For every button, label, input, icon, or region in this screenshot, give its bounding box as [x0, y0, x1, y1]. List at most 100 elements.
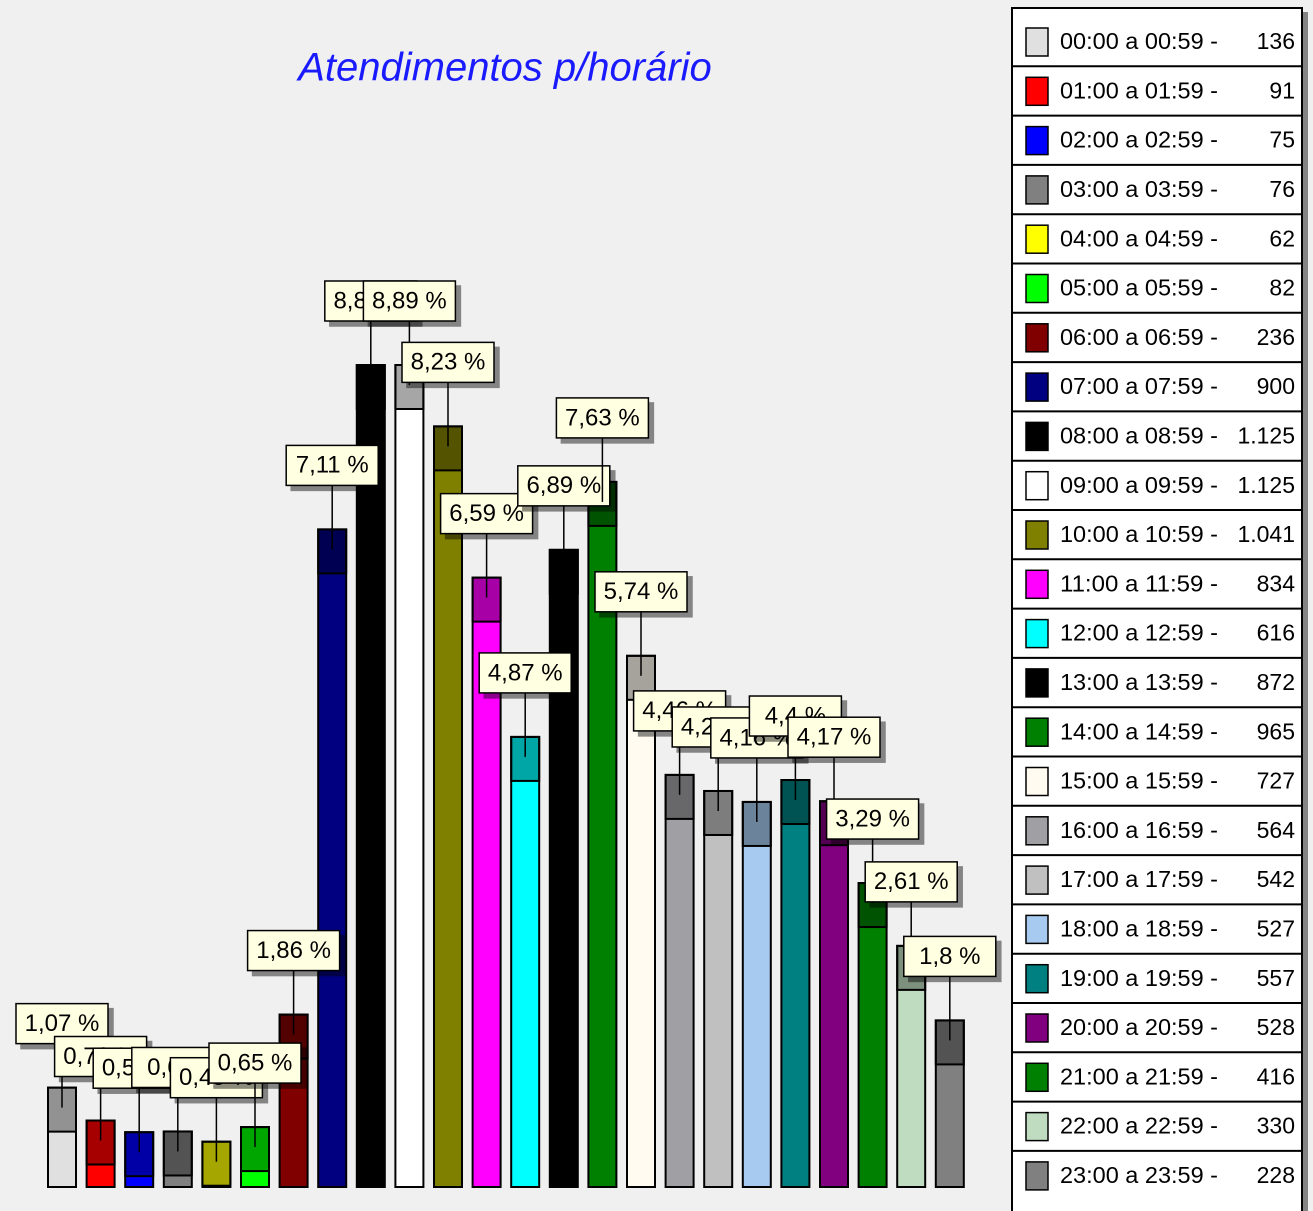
legend-label: 13:00 a 13:59 - — [1060, 669, 1218, 695]
legend-label: 19:00 a 19:59 - — [1060, 965, 1218, 991]
legend-value: 727 — [1257, 768, 1295, 794]
callout-box — [825, 798, 920, 840]
legend-swatch — [1025, 273, 1049, 304]
legend-label: 04:00 a 04:59 - — [1060, 225, 1218, 251]
callout-box — [787, 716, 881, 758]
legend-swatch — [1025, 766, 1049, 797]
legend-swatch — [1025, 914, 1049, 945]
legend-value: 1.041 — [1237, 521, 1295, 547]
legend-swatch — [1025, 1013, 1049, 1043]
bar — [510, 735, 541, 1189]
bar — [780, 779, 811, 1188]
callout-label: 3,29 % — [835, 805, 910, 832]
legend-label: 16:00 a 16:59 - — [1060, 817, 1218, 843]
legend-label: 15:00 a 15:59 - — [1060, 768, 1218, 794]
legend-swatch — [1025, 76, 1049, 107]
legend-value: 542 — [1257, 866, 1295, 892]
legend-value: 236 — [1257, 324, 1295, 350]
callout-box — [517, 465, 611, 507]
legend-label: 10:00 a 10:59 - — [1060, 521, 1218, 547]
legend-label: 11:00 a 11:59 - — [1060, 570, 1218, 596]
legend-swatch — [1025, 421, 1049, 452]
callout-box — [903, 935, 997, 978]
legend-label: 23:00 a 23:59 - — [1060, 1162, 1218, 1188]
legend-value: 834 — [1257, 570, 1296, 596]
callout-box — [208, 1042, 302, 1084]
legend-value: 872 — [1257, 669, 1295, 695]
legend-label: 02:00 a 02:59 - — [1060, 127, 1218, 153]
legend-label: 08:00 a 08:59 - — [1060, 422, 1218, 448]
bar — [317, 528, 348, 1188]
legend-swatch — [1025, 618, 1049, 649]
legend-swatch — [1025, 569, 1049, 600]
callout-label: 1,8 % — [919, 943, 980, 970]
callout-label: 6,89 % — [526, 472, 601, 499]
legend-value: 75 — [1269, 127, 1295, 153]
callout-box — [401, 341, 495, 384]
legend-value: 564 — [1257, 817, 1296, 843]
legend-swatch — [1025, 372, 1049, 402]
callout-box — [362, 280, 457, 322]
legend-label: 07:00 a 07:59 - — [1060, 373, 1218, 399]
callout-box — [555, 397, 650, 439]
callout-label: 1,86 % — [256, 937, 331, 964]
bar — [819, 800, 849, 1188]
bar — [626, 654, 656, 1188]
bar — [433, 425, 463, 1189]
bar — [703, 789, 734, 1188]
bar-cap — [703, 789, 734, 836]
legend-label: 12:00 a 12:59 - — [1060, 620, 1218, 646]
bar — [664, 773, 695, 1188]
legend-label: 18:00 a 18:59 - — [1060, 915, 1218, 941]
legend-swatch — [1025, 1062, 1049, 1093]
legend-label: 21:00 a 21:59 - — [1060, 1063, 1218, 1089]
callout-box — [594, 571, 688, 613]
legend-value: 1.125 — [1237, 472, 1295, 498]
legend-swatch — [1025, 125, 1049, 156]
legend-value: 528 — [1257, 1014, 1295, 1040]
legend-value: 1.125 — [1237, 422, 1295, 448]
legend-swatch — [1025, 224, 1049, 254]
legend-label: 03:00 a 03:59 - — [1060, 176, 1218, 202]
legend-value: 62 — [1269, 225, 1295, 251]
callout-label: 7,11 % — [296, 452, 369, 479]
legend-swatch — [1025, 668, 1049, 698]
legend-swatch — [1025, 1111, 1049, 1142]
legend-label: 22:00 a 22:59 - — [1060, 1113, 1218, 1139]
legend-swatch — [1025, 520, 1049, 550]
legend-value: 900 — [1257, 373, 1295, 399]
legend-swatch — [1025, 1161, 1049, 1191]
legend-label: 05:00 a 05:59 - — [1060, 275, 1218, 301]
callout-box — [285, 444, 379, 487]
callout-label: 8,23 % — [411, 349, 486, 376]
legend-label: 09:00 a 09:59 - — [1060, 472, 1218, 498]
chart-title: Atendimentos p/horário — [296, 46, 712, 90]
legend-swatch — [1025, 470, 1049, 501]
legend-value: 76 — [1269, 176, 1295, 202]
callout-box — [246, 929, 341, 972]
legend-value: 616 — [1257, 620, 1295, 646]
callout-label: 8,89 % — [372, 287, 447, 314]
legend-label: 14:00 a 14:59 - — [1060, 718, 1218, 744]
callout-label: 1,07 % — [25, 1010, 100, 1037]
legend-label: 06:00 a 06:59 - — [1060, 324, 1218, 350]
legend-value: 91 — [1269, 77, 1295, 103]
legend-value: 136 — [1257, 28, 1295, 54]
legend-value: 416 — [1257, 1063, 1295, 1089]
bar — [857, 882, 888, 1188]
legend-label: 20:00 a 20:59 - — [1060, 1014, 1218, 1040]
legend-value: 557 — [1257, 965, 1295, 991]
legend-value: 82 — [1269, 275, 1295, 301]
callout-label: 4,17 % — [797, 724, 872, 751]
callout-label: 7,63 % — [565, 404, 640, 431]
legend-swatch — [1025, 963, 1049, 994]
bar-cap — [317, 528, 348, 575]
bar — [394, 364, 425, 1188]
callout-label: 5,74 % — [604, 578, 679, 605]
legend-value: 965 — [1257, 718, 1295, 744]
legend-value: 228 — [1257, 1162, 1295, 1188]
bar — [741, 800, 772, 1188]
callout-label: 0,65 % — [218, 1049, 293, 1076]
legend-swatch — [1025, 323, 1049, 353]
